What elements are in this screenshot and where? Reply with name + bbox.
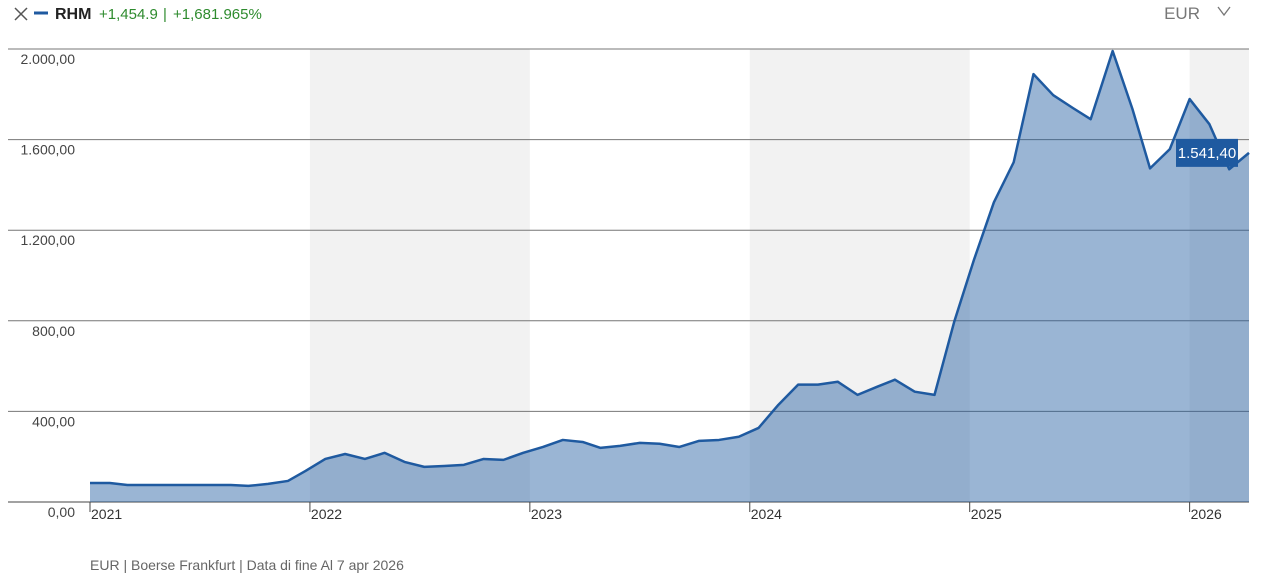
dropdown-arrow[interactable] xyxy=(1217,6,1231,17)
x-tick-label: 2026 xyxy=(1191,506,1222,522)
value-callout xyxy=(1176,138,1238,167)
change-pct: +1,681.965% xyxy=(173,6,262,23)
year-band xyxy=(749,49,970,502)
y-tick-label: 400,00 xyxy=(32,413,75,429)
x-tick-label: 2021 xyxy=(91,506,122,522)
x-tick-label: 2022 xyxy=(311,506,342,522)
y-tick-label: 0,00 xyxy=(48,504,75,520)
separator: | xyxy=(163,6,167,23)
y-tick-label: 1.600,00 xyxy=(21,142,76,158)
x-tick-label: 2023 xyxy=(531,506,562,522)
currency-select[interactable]: EUR xyxy=(1164,4,1200,23)
x-tick-label: 2024 xyxy=(751,506,782,522)
close-icon[interactable] xyxy=(14,7,28,21)
change: +1,454.9 xyxy=(99,6,158,23)
value-label: 1.541,40 xyxy=(1178,145,1236,162)
area xyxy=(90,51,1249,502)
year-band xyxy=(1189,49,1249,502)
footer: EUR | Boerse Frankfurt | Data di fine Al… xyxy=(90,557,404,573)
y-tick-label: 2.000,00 xyxy=(21,51,76,67)
y-tick-label: 1.200,00 xyxy=(21,232,76,248)
legend-label: RHM xyxy=(55,6,91,23)
y-tick-label: 800,00 xyxy=(32,323,75,339)
year-band xyxy=(309,49,530,502)
line xyxy=(90,49,1250,488)
x-tick-label: 2025 xyxy=(971,506,1002,522)
